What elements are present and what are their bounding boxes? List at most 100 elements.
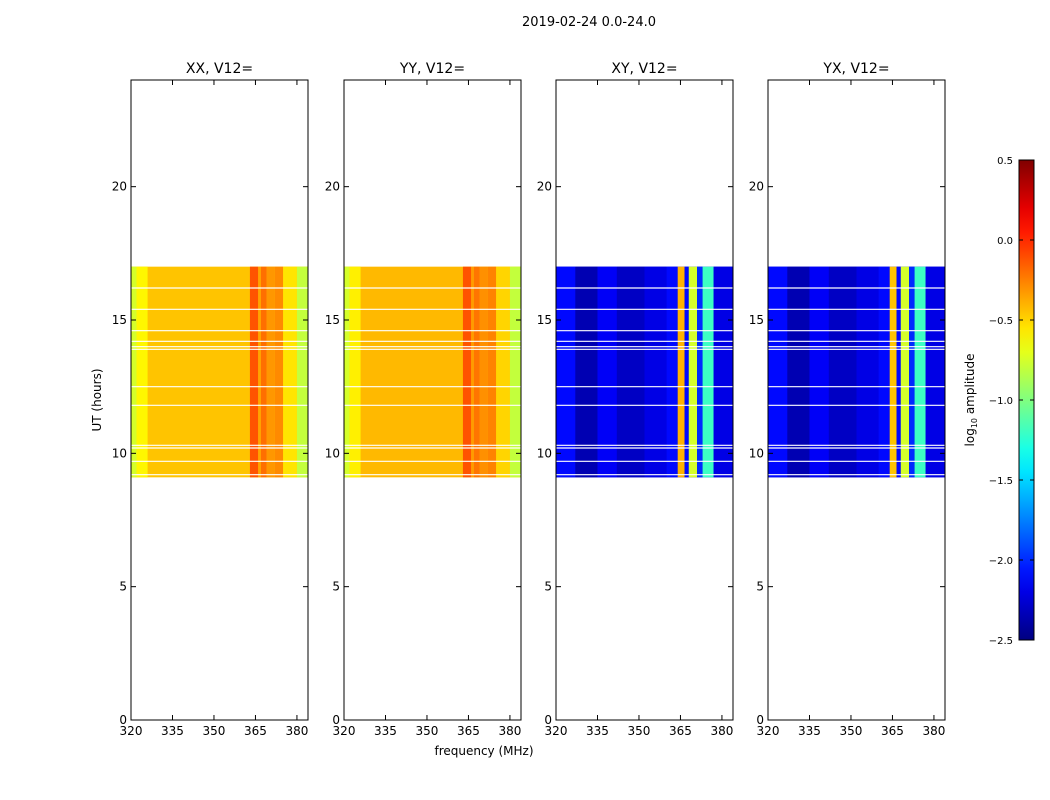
x-tick-label: 335 [374,724,397,738]
heatmap-band [344,266,350,478]
heatmap [131,266,308,478]
x-tick-label: 350 [416,724,439,738]
heatmap-band [896,266,901,478]
colorbar-tick-label: 0.5 [997,156,1013,167]
colorbar-tick-label: −1.0 [989,396,1013,407]
heatmap-band [283,266,297,478]
x-tick-label: 380 [710,724,733,738]
heatmap-band [688,266,698,478]
y-tick-label: 0 [544,713,552,727]
x-tick-label: 365 [669,724,692,738]
heatmap-band [575,266,598,478]
heatmap-band [136,266,148,478]
y-tick-label: 15 [325,313,340,327]
x-tick-label: 350 [840,724,863,738]
heatmap-band [856,266,879,478]
heatmap-band [258,266,261,478]
heatmap [556,266,733,478]
y-tick-label: 20 [537,180,552,194]
heatmap-band [878,266,890,478]
heatmap-band [471,266,474,478]
heatmap-band [702,266,714,478]
x-tick-label: 365 [881,724,904,738]
heatmap-band [131,266,137,478]
y-tick-label: 0 [756,713,764,727]
x-tick-label: 320 [545,724,568,738]
heatmap-band [914,266,926,478]
colorbar: 0.5 0.0 −0.5 −1.0 −1.5 −2.0 −2.5 log10 amplitud… [963,156,1035,647]
panel-4: 320 335 350 365 380 0 5 10 15 20 YX, V12= [749,61,946,738]
panel-title: YY, V12= [399,61,465,77]
heatmap-band [296,266,308,478]
y-tick-label: 10 [537,446,552,460]
y-tick-label: 0 [332,713,340,727]
colorbar-label-subscript: 10 [970,418,979,428]
heatmap-band [768,266,788,478]
x-tick-label: 320 [333,724,356,738]
x-tick-label: 335 [798,724,821,738]
axes-frame [555,79,734,721]
x-tick-label: 335 [586,724,609,738]
y-tick-label: 10 [749,446,764,460]
panel-3: 320 335 350 365 380 0 5 10 15 20 XY, V12= [537,61,734,738]
x-tick-label: 365 [457,724,480,738]
x-tick-label: 380 [922,724,945,738]
heatmap-band [787,266,810,478]
colorbar-tick-label: −2.5 [989,636,1013,647]
panel-title: YX, V12= [822,61,889,77]
y-tick-label: 20 [749,180,764,194]
x-tick-label: 320 [120,724,143,738]
heatmap-band [684,266,689,478]
heatmap-band [809,266,829,478]
heatmap-band [616,266,645,478]
axes-frame [767,79,946,721]
colorbar-tick-label: −1.5 [989,476,1013,487]
colorbar-label: log10 amplitude [963,354,979,447]
axes-frame [130,79,309,721]
y-tick-label: 20 [325,180,340,194]
figure-suptitle: 2019-02-24 0.0-24.0 [522,15,656,30]
y-tick-label: 5 [332,580,340,594]
colorbar-tick-label: 0.0 [997,236,1013,247]
y-tick-label: 5 [119,580,127,594]
heatmap-band [666,266,678,478]
y-tick-label: 10 [325,446,340,460]
x-tick-label: 335 [161,724,184,738]
panel-1: 320 335 350 365 380 0 5 10 15 20 XX, V12= [112,61,309,738]
y-tick-label: 10 [112,446,127,460]
colorbar-tick-label: −0.5 [989,316,1013,327]
heatmap-band [349,266,361,478]
y-tick-label: 5 [544,580,552,594]
x-tick-label: 380 [285,724,308,738]
x-axis-label: frequency (MHz) [434,744,533,758]
heatmap-band [266,266,275,478]
heatmap-band [556,266,576,478]
heatmap-band [487,266,497,478]
x-tick-label: 365 [244,724,267,738]
heatmap-band [644,266,667,478]
heatmap-band [697,266,703,478]
x-tick-label: 350 [628,724,651,738]
colorbar-label-base: log [963,428,977,446]
heatmap-band [473,266,480,478]
heatmap-band [462,266,472,478]
heatmap-band [509,266,521,478]
y-tick-label: 15 [112,313,127,327]
heatmap [768,266,945,478]
heatmap-band [479,266,488,478]
y-tick-label: 20 [112,180,127,194]
heatmap-band [677,266,685,478]
colorbar-tick-label: −2.0 [989,556,1013,567]
axes-frame [343,79,522,721]
heatmap-band [274,266,284,478]
heatmap-band [597,266,617,478]
colorbar-label-rest: amplitude [963,354,977,418]
panel-title: XY, V12= [611,61,677,77]
y-axis-label: UT (hours) [90,368,104,431]
heatmap [344,266,521,478]
y-tick-label: 5 [756,580,764,594]
panel-2: 320 335 350 365 380 0 5 10 15 20 YY, V12= [325,61,522,738]
heatmap-band [900,266,910,478]
heatmap-band [260,266,267,478]
